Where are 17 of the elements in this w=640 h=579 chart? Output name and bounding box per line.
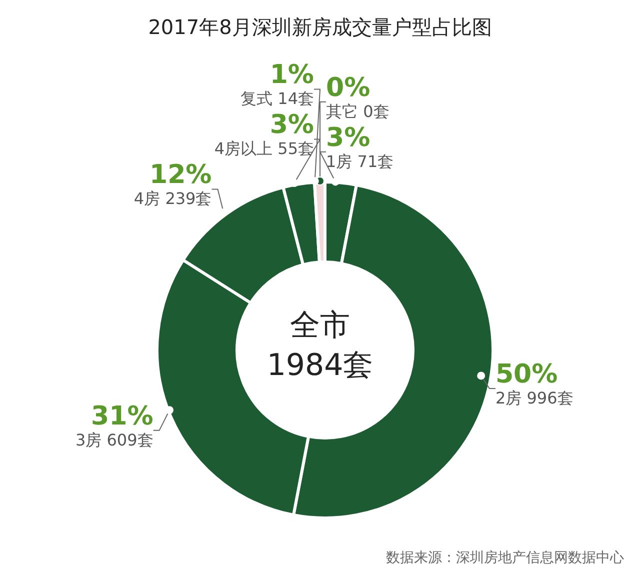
slice-label: 1房 71套: [326, 152, 394, 171]
data-label: 31%: [91, 401, 154, 432]
text: 全市 1984套: [266, 308, 374, 383]
slice-label: 4房以上 55套: [214, 139, 314, 158]
data-label: 1%: [270, 60, 314, 90]
data-label: 12%: [150, 160, 212, 190]
source-note: 数据来源：深圳房地产信息网数据中心: [386, 550, 624, 566]
slice-label: 2房 996套: [495, 388, 574, 408]
data-label: 50%: [495, 359, 558, 390]
chart-title: 2017年8月深圳新房成交量户型占比图: [147, 14, 493, 41]
data-label: 3%: [326, 122, 370, 153]
data-label: 3%: [270, 110, 314, 140]
slice-label: 4房 239套: [134, 189, 212, 208]
text: 0%: [326, 72, 370, 103]
category-label: 其它 0套: [326, 102, 390, 121]
slice-label: 复式 14套: [240, 89, 314, 108]
slice-label: 3房 609套: [75, 430, 154, 450]
